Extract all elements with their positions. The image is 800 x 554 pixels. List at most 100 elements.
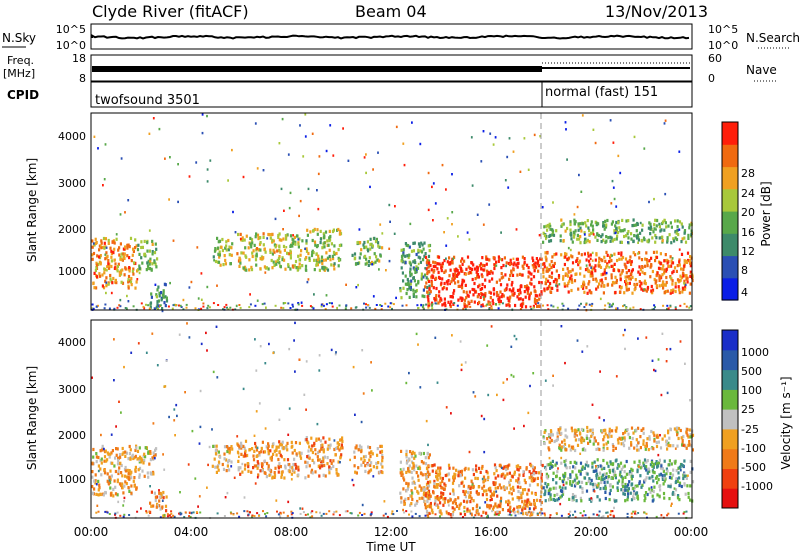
power-speck (282, 302, 285, 305)
velocity-cell (142, 454, 145, 458)
velocity-cell (217, 460, 221, 464)
power-speck (489, 132, 492, 135)
power-cell (641, 266, 644, 270)
power-cell (406, 277, 409, 282)
power-cell (574, 229, 577, 233)
velocity-speck (199, 425, 202, 429)
velocity-cell (621, 482, 624, 487)
velocity-cell (95, 455, 98, 459)
velocity-ground-echo (509, 511, 512, 514)
power-ground-echo (157, 307, 159, 310)
power-cell (589, 253, 592, 257)
velocity-cell (322, 450, 325, 454)
power-cell (671, 290, 674, 294)
velocity-speck (335, 351, 337, 354)
velocity-cell (669, 444, 672, 448)
power-cell (165, 299, 169, 303)
velocity-cell (667, 441, 670, 445)
velocity-cell (293, 457, 296, 461)
velocity-cell (682, 434, 685, 439)
power-speck (592, 233, 595, 236)
power-cell (338, 258, 341, 262)
power-cell (502, 294, 505, 298)
power-cell (606, 264, 609, 268)
power-cell (626, 281, 629, 286)
velocity-cell (211, 464, 214, 468)
velocity-speck (206, 349, 208, 352)
power-cell (457, 298, 460, 302)
power-speck (445, 188, 447, 191)
power-speck (274, 217, 277, 221)
velocity-cell (579, 485, 582, 489)
velocity-frame (90, 319, 693, 519)
power-cell (552, 233, 556, 237)
velocity-cell (363, 459, 366, 463)
velocity-cell (117, 469, 120, 473)
velocity-cell (317, 437, 320, 441)
velocity-cell (559, 427, 562, 431)
velocity-cell (677, 466, 680, 470)
power-cell (95, 261, 98, 265)
velocity-cell (581, 465, 584, 469)
power-cell (614, 275, 617, 279)
velocity-speck (557, 467, 559, 470)
velocity-speck (610, 510, 612, 513)
power-cell (542, 240, 545, 244)
velocity-cell (571, 498, 574, 502)
power-speck (164, 157, 166, 160)
power-cell (247, 246, 250, 250)
velocity-cell (505, 486, 508, 490)
power-cell (620, 271, 623, 275)
power-cell (368, 256, 371, 260)
velocity-cell (485, 493, 488, 497)
power-cell (293, 264, 296, 268)
velocity-cell (266, 461, 269, 466)
power-speck (633, 135, 636, 139)
power-cell (298, 262, 301, 266)
power-cell (688, 259, 691, 263)
velocity-cell (547, 483, 550, 487)
velocity-speck (113, 379, 115, 382)
velocity-cell (306, 455, 309, 459)
velocity-speck (495, 490, 498, 493)
velocity-cell (499, 501, 502, 505)
velocity-cell (624, 430, 627, 434)
velocity-speck (660, 393, 663, 397)
power-speck (608, 303, 611, 306)
power-cell (314, 243, 317, 247)
power-cell (105, 284, 108, 288)
velocity-ground-echo (122, 515, 125, 518)
velocity-cell (334, 453, 337, 457)
velocity-cell (579, 432, 582, 436)
power-cell (492, 256, 495, 260)
velocity-ground-echo (170, 516, 173, 519)
velocity-cell (136, 457, 139, 461)
power-cell (569, 228, 572, 232)
power-cell (613, 281, 616, 285)
power-cell (632, 251, 635, 255)
power-cell (449, 295, 452, 299)
velocity-cell (591, 433, 594, 437)
velocity-ground-echo (349, 512, 352, 514)
velocity-cell (573, 460, 576, 464)
velocity-cell (539, 495, 543, 499)
velocity-ground-echo (607, 515, 609, 518)
velocity-cell (602, 458, 605, 463)
velocity-cell (540, 500, 543, 505)
power-cell (540, 257, 543, 261)
velocity-cell (154, 453, 157, 457)
power-speck (683, 282, 685, 285)
power-cell (509, 295, 512, 299)
power-cell (250, 238, 254, 242)
velocity-speck (242, 387, 245, 391)
velocity-cell (113, 479, 116, 483)
velocity-cell (620, 488, 623, 492)
power-speck (347, 159, 350, 162)
velocity-cell (449, 513, 452, 517)
velocity-speck (654, 369, 657, 373)
velocity-cell (116, 462, 120, 466)
velocity-speck (657, 453, 660, 457)
beam-title: Beam 04 (355, 2, 427, 21)
power-cell (555, 229, 558, 233)
power-cell (491, 298, 494, 302)
